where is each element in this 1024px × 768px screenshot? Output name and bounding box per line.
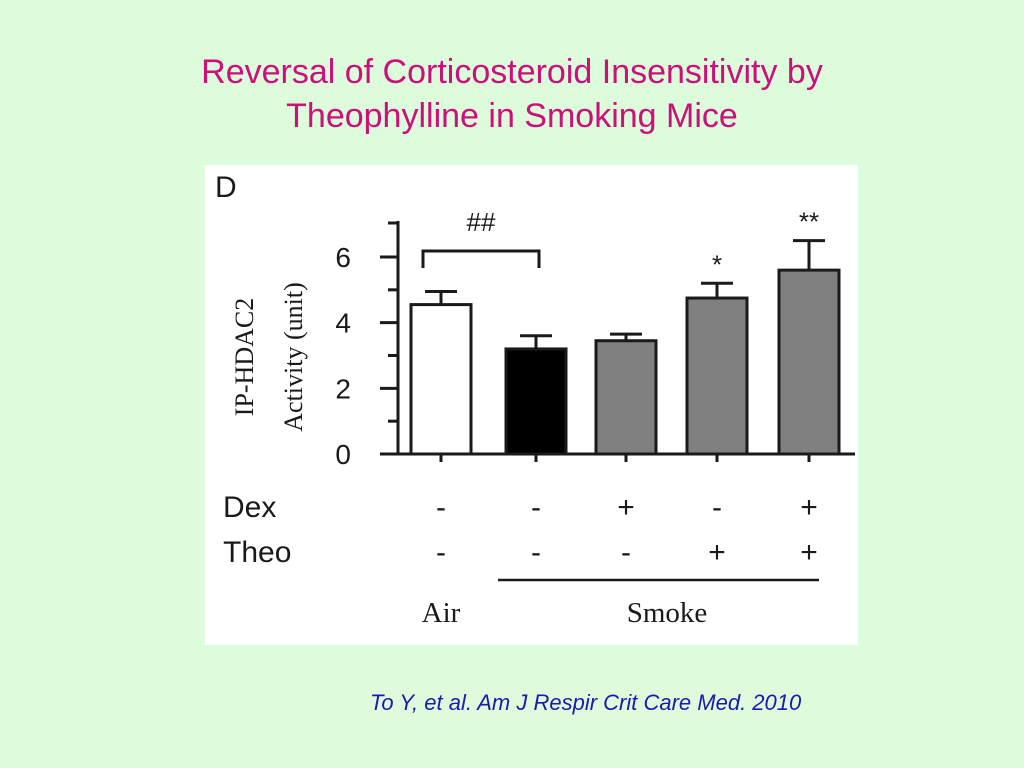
treatment-sign: -: [531, 536, 541, 569]
significance-bracket: [421, 249, 541, 268]
y-tick-label: 2: [335, 373, 351, 404]
treatment-sign: +: [708, 536, 726, 569]
treatment-sign: -: [712, 491, 722, 524]
significance-label: *: [712, 249, 722, 279]
group-label-air: Air: [422, 597, 461, 629]
y-tick-label: 0: [335, 439, 351, 470]
treatment-name: Theo: [223, 536, 291, 569]
treatment-sign: +: [617, 491, 635, 524]
bar: [504, 347, 568, 456]
panel-label: D: [215, 171, 237, 204]
bar: [409, 303, 473, 456]
bar: [594, 339, 658, 456]
slide-title-line-2: Theophylline in Smoking Mice: [286, 97, 738, 135]
treatment-sign: +: [800, 536, 818, 569]
y-axis-title-line-2: Activity (unit): [279, 282, 308, 431]
treatment-sign: -: [436, 491, 446, 524]
slide-title-line-1: Reversal of Corticosteroid Insensitivity…: [201, 53, 823, 91]
figure-panel: D IP-HDAC2 Activity (unit) * ** 0 2 4 6 ## Dex - - + -…: [205, 165, 858, 645]
bar: [777, 268, 841, 456]
group-label-smoke: Smoke: [627, 597, 708, 629]
treatment-sign: -: [621, 536, 631, 569]
y-axis-title-line-1: IP-HDAC2: [230, 298, 259, 416]
y-tick-label: 6: [335, 242, 351, 273]
slide-title: Reversal of Corticosteroid Insensitivity…: [0, 50, 1024, 138]
bracket-label: ##: [467, 207, 496, 237]
treatment-sign: +: [800, 491, 818, 524]
treatment-sign: -: [436, 536, 446, 569]
significance-label: **: [799, 207, 819, 237]
citation: To Y, et al. Am J Respir Crit Care Med. …: [370, 690, 802, 715]
y-tick-label: 4: [335, 308, 351, 339]
treatment-name: Dex: [223, 491, 276, 524]
treatment-sign: -: [531, 491, 541, 524]
bar: [685, 296, 749, 456]
